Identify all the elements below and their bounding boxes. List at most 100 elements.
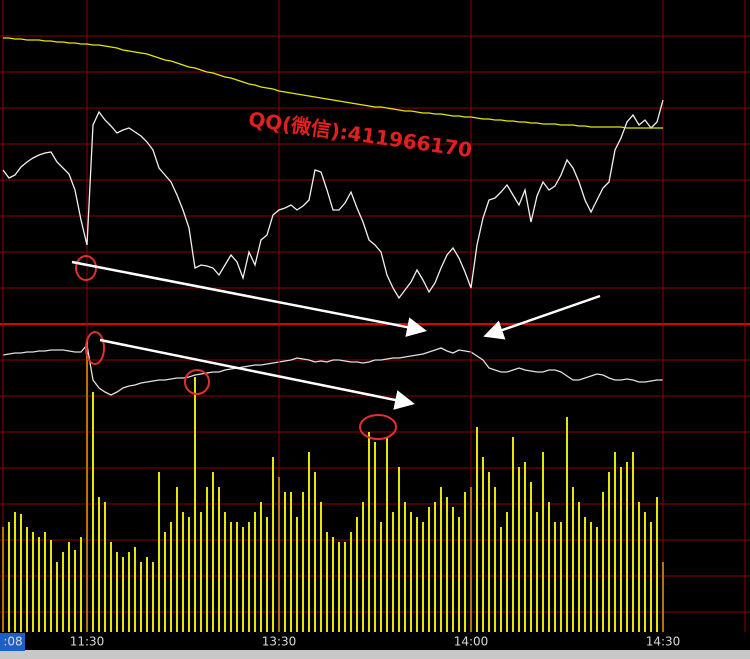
volume-bar xyxy=(620,467,622,632)
volume-bar xyxy=(488,472,490,632)
volume-bar xyxy=(122,557,124,632)
volume-bar xyxy=(350,532,352,632)
volume-bar xyxy=(656,497,658,632)
volume-bar xyxy=(482,457,484,632)
volume-bar xyxy=(326,532,328,632)
plot: :08 11:30 13:30 14:00 14:30 xyxy=(2,0,680,649)
volume-bar xyxy=(38,537,40,632)
volume-bar xyxy=(554,522,556,632)
volume-bar xyxy=(590,522,592,632)
volume-bar xyxy=(518,467,520,632)
volume-bar xyxy=(188,517,190,632)
volume-bar xyxy=(92,392,94,632)
volume-bar xyxy=(68,542,70,632)
volume-bar xyxy=(290,492,292,632)
volume-bar xyxy=(170,522,172,632)
arrows xyxy=(71,260,601,410)
arrow xyxy=(99,338,415,410)
volume-bar xyxy=(572,487,574,632)
volume-bar xyxy=(260,502,262,632)
volume-bar xyxy=(638,502,640,632)
volume-bar xyxy=(344,542,346,632)
volume-bar xyxy=(254,512,256,632)
volume-bar xyxy=(614,452,616,632)
volume-bar xyxy=(356,517,358,632)
volume-bar xyxy=(212,472,214,632)
volume-bar xyxy=(500,527,502,632)
volume-bar xyxy=(230,522,232,632)
volume-bar xyxy=(560,522,562,632)
volume-bar xyxy=(248,522,250,632)
volume-bar xyxy=(152,562,154,632)
volume-bar xyxy=(650,522,652,632)
annotations xyxy=(75,255,397,440)
x-tick-label: 14:30 xyxy=(646,635,681,649)
volume-bar xyxy=(20,514,22,632)
volume-bar xyxy=(194,377,196,632)
volume-bar xyxy=(446,497,448,632)
volume-bar xyxy=(308,452,310,632)
volume-bar xyxy=(320,502,322,632)
volume-bar xyxy=(32,532,34,632)
volume-bar xyxy=(14,512,16,632)
volume-bar xyxy=(236,522,238,632)
volume-bar xyxy=(62,552,64,632)
volume-bar xyxy=(200,512,202,632)
volume-bar xyxy=(596,527,598,632)
volume-bar xyxy=(314,472,316,632)
volume-bar xyxy=(626,462,628,632)
volume-bar xyxy=(332,537,334,632)
volume-bar xyxy=(458,517,460,632)
x-tick-label: 14:00 xyxy=(454,635,489,649)
volume-bar xyxy=(530,482,532,632)
volume-bar xyxy=(452,507,454,632)
volume-bar xyxy=(380,522,382,632)
volume-bar xyxy=(176,487,178,632)
volume-bar xyxy=(428,507,430,632)
volume-bar xyxy=(44,532,46,632)
volume-bar xyxy=(116,552,118,632)
volume-bar xyxy=(398,467,400,632)
volume-bar xyxy=(8,522,10,632)
volume-bar xyxy=(164,532,166,632)
volume-bar xyxy=(602,492,604,632)
volume-bar xyxy=(26,527,28,632)
volume-bar xyxy=(98,497,100,632)
price-line xyxy=(2,343,663,396)
arrow xyxy=(71,260,427,337)
volume-bar xyxy=(266,517,268,632)
volume-bar xyxy=(218,487,220,632)
volume-bar xyxy=(536,512,538,632)
volume-bar xyxy=(416,517,418,632)
volume-bar xyxy=(524,462,526,632)
volume-bar xyxy=(368,432,370,632)
volume-bar xyxy=(506,512,508,632)
x-tick-label: 11:30 xyxy=(70,635,105,649)
circle-marker xyxy=(75,255,97,281)
volume-bar xyxy=(140,562,142,632)
volume-bar xyxy=(302,492,304,632)
volume-bar xyxy=(206,487,208,632)
price-line xyxy=(2,99,664,300)
volume-bar xyxy=(542,452,544,632)
volume-bar xyxy=(584,517,586,632)
volume-bar xyxy=(512,437,514,632)
x-tick-label: 13:30 xyxy=(262,635,297,649)
volume-bar xyxy=(362,502,364,632)
volume-bar xyxy=(128,552,130,632)
circle-marker xyxy=(359,414,397,440)
volume-bar xyxy=(242,527,244,632)
volume-bar xyxy=(104,502,106,632)
circle-marker xyxy=(85,331,105,365)
volume-bar xyxy=(632,452,634,632)
volume-bar xyxy=(548,502,550,632)
volume-bar xyxy=(374,442,376,632)
volume-bar xyxy=(80,537,82,632)
x-tick-label: :08 xyxy=(3,635,22,649)
volume-bar xyxy=(644,512,646,632)
volume-bar xyxy=(338,542,340,632)
arrow xyxy=(483,294,601,340)
volume-bar xyxy=(296,517,298,632)
